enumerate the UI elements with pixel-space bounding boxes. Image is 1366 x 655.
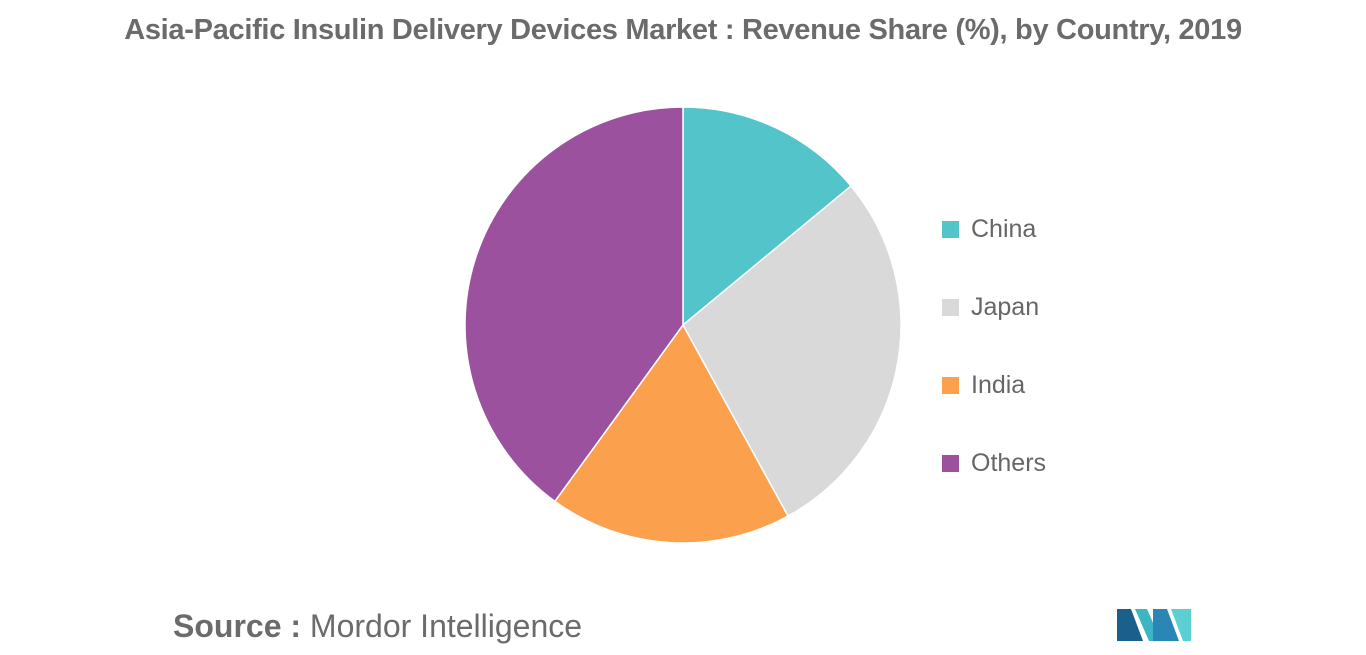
legend-item-china: China — [942, 190, 1046, 268]
source-text: Mordor Intelligence — [309, 608, 583, 644]
pie-slice-japan — [682, 184, 902, 518]
legend-item-india: India — [942, 346, 1046, 424]
pie-slice-others — [464, 106, 684, 503]
legend: China Japan India Others — [942, 190, 1046, 502]
legend-label-japan: Japan — [971, 292, 1040, 321]
chart-title: Asia-Pacific Insulin Delivery Devices Ma… — [124, 14, 1242, 46]
legend-item-others: Others — [942, 424, 1046, 502]
source-label: Source : — [173, 608, 302, 644]
legend-item-japan: Japan — [942, 268, 1046, 346]
legend-label-india: India — [971, 370, 1026, 399]
mordor-logo-icon — [1117, 609, 1191, 641]
legend-label-others: Others — [971, 448, 1047, 477]
legend-swatch-india — [942, 376, 959, 394]
legend-swatch-china — [942, 220, 959, 238]
legend-swatch-others — [942, 454, 959, 472]
pie-slice-china — [682, 106, 853, 327]
legend-label-china: China — [971, 214, 1037, 243]
legend-swatch-japan — [942, 298, 959, 316]
source-note: Source : Mordor Intelligence — [173, 608, 582, 645]
pie-slice-india — [553, 323, 790, 544]
